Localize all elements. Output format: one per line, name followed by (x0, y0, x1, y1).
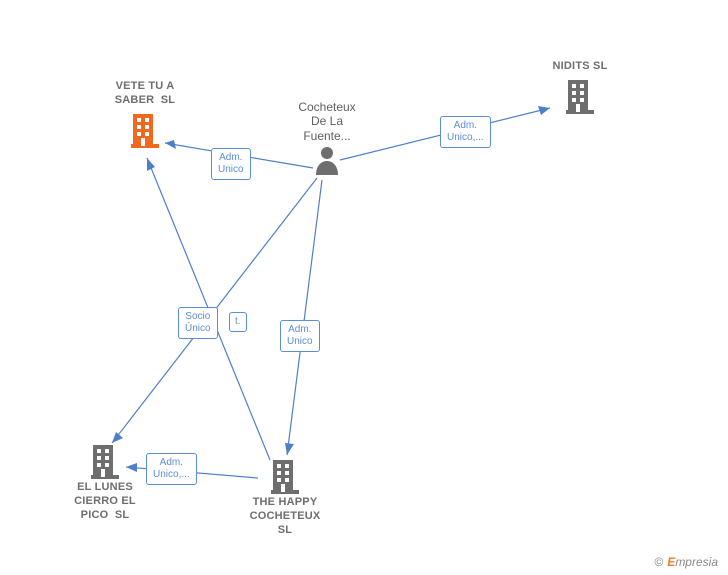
diagram-canvas: t. Adm. Unico Adm. Unico,... Adm. Unico … (0, 0, 728, 575)
edge-label-adm-unico-2[interactable]: Adm. Unico,... (440, 116, 491, 148)
edge-label-socio-unico[interactable]: Socio Único (178, 307, 218, 339)
edge-label-fragment[interactable]: t. (229, 312, 247, 332)
node-label: VETE TU A SABER SL (100, 80, 190, 108)
node-label: NIDITS SL (535, 60, 625, 74)
edge-label-adm-unico-1[interactable]: Adm. Unico (211, 148, 251, 180)
building-icon (564, 78, 596, 114)
building-icon (269, 458, 301, 494)
copyright-symbol: © (654, 555, 663, 569)
building-icon (89, 443, 121, 479)
node-label: THE HAPPY COCHETEUX SL (235, 496, 335, 537)
watermark: ©Empresia (654, 555, 718, 569)
edge-label-adm-unico-3[interactable]: Adm. Unico (280, 320, 320, 352)
building-icon (129, 112, 161, 148)
person-icon (314, 145, 340, 175)
node-label: EL LUNES CIERRO EL PICO SL (55, 481, 155, 522)
edge-cocheteux-happy (285, 180, 322, 455)
brand-rest: mpresia (675, 555, 718, 569)
